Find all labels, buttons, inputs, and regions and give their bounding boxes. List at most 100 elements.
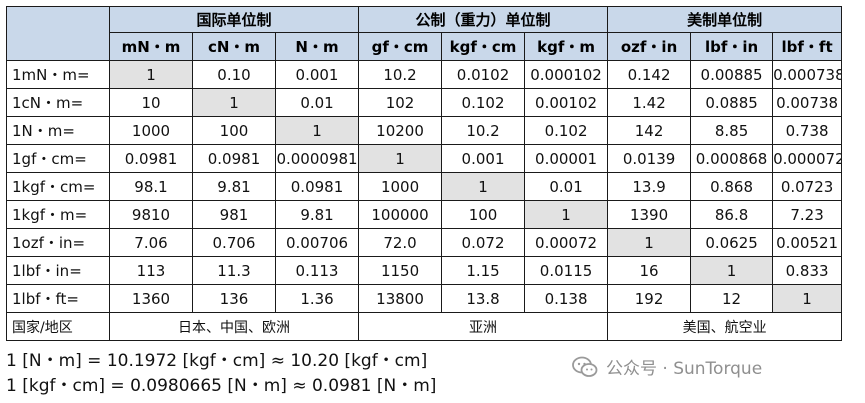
- watermark: 公众号 · SunTorque: [572, 354, 762, 379]
- value-cell: 0.00001: [524, 144, 609, 173]
- value-cell: 1.15: [441, 256, 526, 285]
- value-cell: 7.23: [772, 200, 843, 229]
- row-label: 1ozf・in=: [6, 228, 110, 257]
- value-cell: 0.833: [772, 256, 843, 285]
- value-cell: 72.0: [358, 228, 443, 257]
- corner-cell: [6, 6, 110, 61]
- value-cell: 0.0981: [192, 144, 276, 173]
- value-cell: 0.0000981: [274, 144, 360, 173]
- unit-header: N・m: [274, 32, 360, 61]
- identity-cell: 1: [524, 200, 609, 229]
- value-cell: 0.01: [524, 172, 609, 201]
- row-label: 1N・m=: [6, 116, 110, 145]
- conversion-rows: 1mN・m= 1 0.10 0.001 10.2 0.0102 0.000102 0.142 0…: [6, 60, 843, 313]
- value-cell: 0.113: [274, 256, 360, 285]
- value-cell: 0.00885: [690, 60, 774, 89]
- value-cell: 0.0625: [690, 228, 774, 257]
- unit-header: lbf・in: [690, 32, 774, 61]
- group-header-us: 美制单位制: [607, 6, 843, 33]
- value-cell: 0.0115: [524, 256, 609, 285]
- table-row: 1gf・cm= 0.0981 0.0981 0.0000981 1 0.001 0.0000…: [6, 144, 843, 173]
- value-cell: 0.102: [441, 88, 526, 117]
- value-cell: 0.072: [441, 228, 526, 257]
- row-label: 1mN・m=: [6, 60, 110, 89]
- unit-header: ozf・in: [607, 32, 692, 61]
- identity-cell: 1: [274, 116, 360, 145]
- identity-cell: 1: [109, 60, 193, 89]
- value-cell: 8.85: [690, 116, 774, 145]
- table-row: 1mN・m= 1 0.10 0.001 10.2 0.0102 0.000102 0.142 0…: [6, 60, 843, 89]
- row-label: 1kgf・cm=: [6, 172, 110, 201]
- value-cell: 0.000868: [690, 144, 774, 173]
- unit-header: kgf・cm: [441, 32, 526, 61]
- value-cell: 113: [109, 256, 193, 285]
- value-cell: 1150: [358, 256, 443, 285]
- region-row: 国家/地区 日本、中国、欧洲 亚洲 美国、航空业: [6, 312, 843, 341]
- identity-cell: 1: [358, 144, 443, 173]
- value-cell: 0.01: [274, 88, 360, 117]
- region-si: 日本、中国、欧洲: [108, 312, 360, 341]
- value-cell: 10200: [358, 116, 443, 145]
- value-cell: 0.0981: [274, 172, 360, 201]
- value-cell: 0.738: [772, 116, 843, 145]
- value-cell: 102: [358, 88, 443, 117]
- value-cell: 98.1: [109, 172, 193, 201]
- unit-header: mN・m: [109, 32, 193, 61]
- value-cell: 11.3: [192, 256, 276, 285]
- row-label: 1gf・cm=: [6, 144, 110, 173]
- value-cell: 0.00102: [524, 88, 609, 117]
- identity-cell: 1: [690, 256, 774, 285]
- value-cell: 981: [192, 200, 276, 229]
- value-cell: 0.001: [274, 60, 360, 89]
- unit-header: gf・cm: [358, 32, 443, 61]
- value-cell: 0.706: [192, 228, 276, 257]
- wechat-official-account-icon: [572, 356, 598, 377]
- table-row: 1kgf・cm= 98.1 9.81 0.0981 1000 1 0.01 13.9 0.868…: [6, 172, 843, 201]
- row-label: 1lbf・in=: [6, 256, 110, 285]
- table-row: 1ozf・in= 7.06 0.706 0.00706 72.0 0.072 0.00072…: [6, 228, 843, 257]
- row-label: 1cN・m=: [6, 88, 110, 117]
- value-cell: 0.0885: [690, 88, 774, 117]
- torque-conversion-table: 国际单位制 公制（重力）单位制 美制单位制 mN・m cN・m N・m gf・c…: [6, 6, 843, 341]
- torque-conversion-table-container: 国际单位制 公制（重力）单位制 美制单位制 mN・m cN・m N・m gf・c…: [6, 6, 843, 341]
- value-cell: 9.81: [192, 172, 276, 201]
- region-label: 国家/地区: [6, 312, 110, 341]
- value-cell: 86.8: [690, 200, 774, 229]
- identity-cell: 1: [772, 284, 843, 313]
- value-cell: 0.0102: [441, 60, 526, 89]
- identity-cell: 1: [607, 228, 692, 257]
- region-us: 美国、航空业: [607, 312, 843, 341]
- value-cell: 0.000738: [772, 60, 843, 89]
- value-cell: 13800: [358, 284, 443, 313]
- conversion-notes: 1 [N・m] = 10.1972 [kgf・cm] ≈ 10.20 [kgf・…: [6, 349, 436, 399]
- table-row: 1N・m= 1000 100 1 10200 10.2 0.102 142 8.85 0.738: [6, 116, 843, 145]
- value-cell: 0.868: [690, 172, 774, 201]
- row-label: 1kgf・m=: [6, 200, 110, 229]
- value-cell: 1000: [358, 172, 443, 201]
- note-line: 1 [kgf・cm] = 0.0980665 [N・m] ≈ 0.0981 [N…: [6, 376, 437, 396]
- value-cell: 13.9: [607, 172, 692, 201]
- unit-header: kgf・m: [524, 32, 609, 61]
- value-cell: 0.102: [524, 116, 609, 145]
- value-cell: 0.00072: [524, 228, 609, 257]
- value-cell: 1360: [109, 284, 193, 313]
- value-cell: 0.001: [441, 144, 526, 173]
- value-cell: 1.36: [274, 284, 360, 313]
- value-cell: 0.0139: [607, 144, 692, 173]
- value-cell: 192: [607, 284, 692, 313]
- value-cell: 1390: [607, 200, 692, 229]
- value-cell: 0.00521: [772, 228, 843, 257]
- value-cell: 0.10: [192, 60, 276, 89]
- watermark-text: 公众号 · SunTorque: [606, 359, 763, 379]
- table-row: 1cN・m= 10 1 0.01 102 0.102 0.00102 1.42 0.0885 0.…: [6, 88, 843, 117]
- value-cell: 10: [109, 88, 193, 117]
- group-header-si: 国际单位制: [108, 6, 360, 33]
- value-cell: 13.8: [441, 284, 526, 313]
- value-cell: 1.42: [607, 88, 692, 117]
- note-line: 1 [N・m] = 10.1972 [kgf・cm] ≈ 10.20 [kgf・…: [6, 351, 428, 371]
- table-row: 1lbf・ft= 1360 136 1.36 13800 13.8 0.138 192 12 1: [6, 284, 843, 313]
- value-cell: 7.06: [109, 228, 193, 257]
- row-label: 1lbf・ft=: [6, 284, 110, 313]
- value-cell: 0.00738: [772, 88, 843, 117]
- value-cell: 1000: [109, 116, 193, 145]
